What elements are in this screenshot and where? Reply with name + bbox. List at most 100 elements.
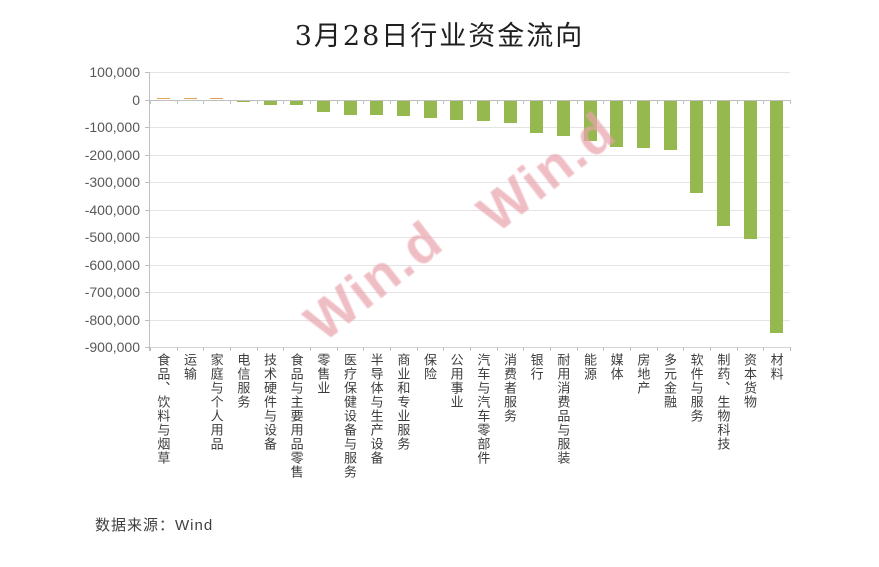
category-tick-zero-line bbox=[576, 99, 578, 104]
category-tick-zero-line bbox=[203, 99, 205, 104]
category-tick-bottom bbox=[390, 347, 391, 351]
category-tick-bottom bbox=[443, 347, 445, 351]
bar-4-outflow bbox=[236, 100, 250, 102]
y-axis-tick-label: -700,000 bbox=[84, 284, 140, 300]
x-axis-category-label: 技术硬件与设备 bbox=[262, 353, 277, 451]
x-axis-category-label: 材料 bbox=[768, 353, 784, 381]
gridline bbox=[150, 127, 790, 128]
bar-23-outflow bbox=[743, 100, 757, 240]
y-axis-tick bbox=[145, 127, 150, 128]
bar-3-inflow bbox=[210, 98, 224, 100]
category-tick-zero-line bbox=[256, 99, 258, 104]
category-tick-zero-line bbox=[336, 99, 338, 104]
bar-20-outflow bbox=[663, 100, 677, 150]
category-tick-zero-line bbox=[736, 99, 738, 104]
x-axis-category-label: 能源 bbox=[582, 353, 597, 381]
bar-9-outflow bbox=[370, 100, 384, 116]
y-axis-tick bbox=[145, 182, 150, 183]
y-axis-tick bbox=[145, 264, 150, 266]
bar-6-outflow bbox=[290, 100, 304, 106]
bar-19-outflow bbox=[636, 100, 650, 149]
category-tick-zero-line bbox=[310, 99, 311, 104]
chart-title: 3月28日行业资金流向 bbox=[294, 21, 585, 52]
gridline bbox=[150, 154, 790, 156]
x-axis-category-label: 汽车与汽车零部件 bbox=[475, 353, 491, 465]
gridline bbox=[150, 264, 790, 266]
bar-16-outflow bbox=[556, 100, 570, 137]
bar-10-outflow bbox=[396, 100, 410, 117]
y-axis-tick bbox=[145, 292, 150, 293]
category-tick-zero-line bbox=[176, 99, 178, 104]
y-axis-tick-label: -500,000 bbox=[84, 229, 140, 245]
y-axis-tick-label: -800,000 bbox=[84, 311, 140, 328]
category-tick-bottom bbox=[310, 347, 311, 351]
category-tick-bottom bbox=[550, 347, 551, 351]
gridline bbox=[150, 237, 790, 238]
y-axis-tick bbox=[145, 347, 150, 348]
y-axis-tick bbox=[145, 99, 150, 101]
x-axis-category-label: 食品、饮料与烟草 bbox=[155, 353, 171, 465]
bar-5-outflow bbox=[263, 100, 277, 105]
category-tick-bottom bbox=[256, 347, 258, 351]
y-axis-tick-label: 100,000 bbox=[89, 64, 140, 80]
category-tick-bottom bbox=[736, 347, 738, 351]
x-axis-category-label: 资本货物 bbox=[742, 353, 757, 409]
y-axis-tick-label: -900,000 bbox=[84, 339, 140, 355]
category-tick-zero-line bbox=[470, 99, 471, 104]
category-tick-zero-line bbox=[550, 99, 551, 104]
category-tick-zero-line bbox=[683, 99, 685, 104]
bar-2-inflow bbox=[183, 98, 197, 100]
category-tick-bottom bbox=[230, 347, 231, 351]
category-tick-zero-line bbox=[390, 99, 391, 104]
gridline bbox=[150, 209, 790, 211]
bar-24-outflow bbox=[770, 100, 784, 333]
bar-22-outflow bbox=[716, 100, 730, 226]
y-axis-line bbox=[149, 72, 150, 351]
x-axis-category-label: 家庭与个人用品 bbox=[208, 353, 224, 451]
category-tick-zero-line bbox=[656, 99, 658, 104]
category-tick-zero-line bbox=[496, 99, 498, 104]
x-axis-category-label: 媒体 bbox=[608, 353, 624, 381]
y-axis-tick bbox=[145, 237, 150, 238]
x-axis-category-label: 房地产 bbox=[635, 353, 651, 395]
category-tick-bottom bbox=[576, 347, 578, 351]
y-axis-tick-label: -100,000 bbox=[84, 119, 140, 135]
y-axis-tick bbox=[145, 209, 150, 211]
category-tick-zero-line bbox=[443, 99, 445, 104]
bar-7-outflow bbox=[316, 100, 330, 113]
category-tick-zero-line bbox=[630, 99, 631, 104]
category-tick-bottom bbox=[523, 347, 525, 351]
plot-area: 100,000 0 -100,000 -200,000 -300,000 -400,000… bbox=[85, 64, 791, 355]
gridline bbox=[150, 72, 790, 73]
bar-21-outflow bbox=[690, 100, 704, 193]
category-tick-bottom bbox=[203, 347, 205, 351]
x-axis-category-label: 耐用消费品与服装 bbox=[555, 353, 571, 465]
y-axis-tick bbox=[145, 154, 150, 156]
category-tick-bottom bbox=[763, 347, 765, 351]
gridline bbox=[150, 319, 790, 321]
gridline bbox=[150, 182, 790, 183]
x-axis-category-label: 公用事业 bbox=[448, 353, 464, 409]
category-tick-zero-line bbox=[603, 99, 605, 104]
bar-17-outflow bbox=[583, 100, 597, 142]
x-axis-category-label: 多元金融 bbox=[662, 353, 677, 409]
category-tick-zero-line bbox=[363, 99, 365, 104]
category-tick-bottom bbox=[656, 347, 658, 351]
bar-1-inflow bbox=[156, 98, 170, 100]
category-tick-bottom bbox=[176, 347, 178, 351]
x-axis-category-label: 制药、生物科技 bbox=[715, 353, 731, 451]
category-tick-bottom bbox=[363, 347, 365, 351]
x-axis-category-label: 运输 bbox=[182, 353, 197, 381]
category-tick-zero-line bbox=[416, 99, 418, 104]
x-axis-category-label: 医疗保健设备与服务 bbox=[342, 353, 357, 479]
x-axis-labels: 食品、饮料与烟草 运输 家庭与个人用品 电信服务 技术硬件与设备 食品与主要用品零售 零售业… bbox=[150, 353, 790, 553]
category-tick-bottom bbox=[710, 347, 711, 351]
category-tick-bottom bbox=[630, 347, 631, 351]
x-axis-category-label: 商业和专业服务 bbox=[395, 353, 411, 451]
x-axis-category-label: 消费者服务 bbox=[502, 353, 517, 423]
category-tick-zero-line bbox=[523, 99, 525, 104]
category-tick-bottom bbox=[603, 347, 605, 351]
x-axis-category-label: 电信服务 bbox=[235, 353, 251, 409]
x-axis-category-label: 银行 bbox=[528, 353, 544, 381]
